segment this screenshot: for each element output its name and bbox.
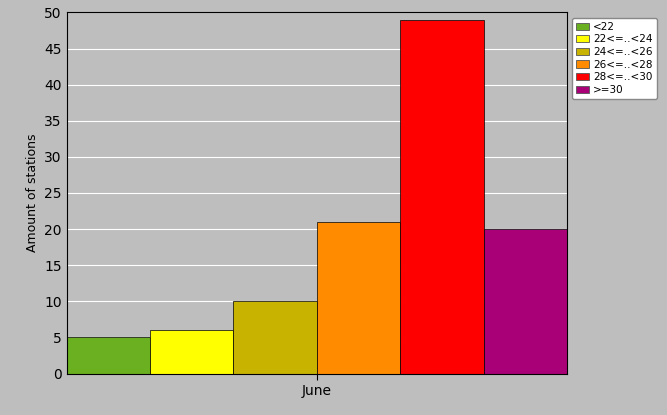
Y-axis label: Amount of stations: Amount of stations — [25, 134, 39, 252]
Bar — [150, 330, 233, 374]
Bar — [317, 222, 400, 374]
Legend: <22, 22<=..<24, 24<=..<26, 26<=..<28, 28<=..<30, >=30: <22, 22<=..<24, 24<=..<26, 26<=..<28, 28… — [572, 18, 656, 99]
Bar — [484, 229, 567, 374]
Bar — [233, 301, 317, 374]
Bar — [400, 20, 484, 374]
Bar — [67, 337, 150, 374]
